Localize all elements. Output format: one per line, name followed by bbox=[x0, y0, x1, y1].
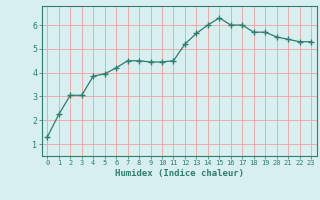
X-axis label: Humidex (Indice chaleur): Humidex (Indice chaleur) bbox=[115, 169, 244, 178]
